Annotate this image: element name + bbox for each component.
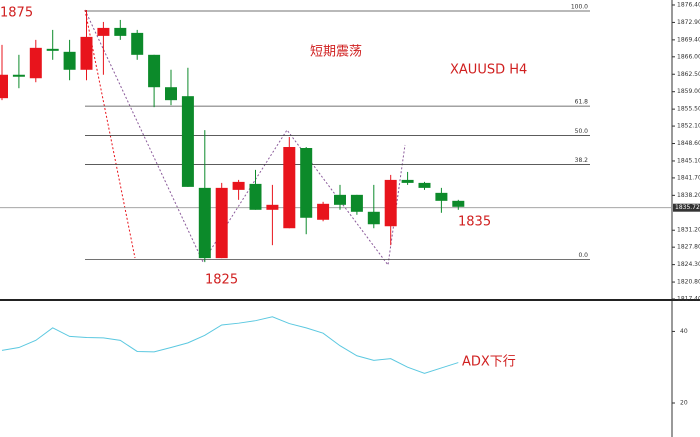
y-tick-label: 1848.60 bbox=[677, 140, 700, 147]
y-tick-label: 1845.10 bbox=[677, 157, 700, 164]
indicator-tick-label: 20 bbox=[680, 400, 688, 407]
fib-label: 0.0 bbox=[578, 252, 588, 259]
y-tick-label: 1876.40 bbox=[677, 1, 700, 8]
candle-body bbox=[46, 48, 59, 51]
candle-body bbox=[435, 192, 448, 201]
candle-body bbox=[232, 181, 245, 190]
candle-body bbox=[29, 47, 42, 79]
y-tick-label: 1831.20 bbox=[677, 227, 700, 234]
candle-body bbox=[266, 204, 279, 210]
candle-body bbox=[131, 32, 144, 55]
y-tick-label: 1852.10 bbox=[677, 123, 700, 130]
candle-body bbox=[350, 194, 363, 212]
candle-body bbox=[401, 179, 414, 183]
candle-body bbox=[452, 200, 465, 207]
y-tick-label: 1859.00 bbox=[677, 88, 700, 95]
fib-label: 38.2 bbox=[575, 157, 589, 164]
fib-label: 61.8 bbox=[575, 99, 589, 106]
candle-body bbox=[0, 74, 8, 99]
y-tick-label: 1869.40 bbox=[677, 36, 700, 43]
candle-body bbox=[317, 203, 330, 220]
y-tick-label: 1866.00 bbox=[677, 53, 700, 60]
y-tick-label: 1820.80 bbox=[677, 279, 700, 286]
indicator-line bbox=[1, 316, 459, 374]
candle-body bbox=[114, 27, 127, 36]
y-tick-label: 1855.50 bbox=[677, 106, 700, 113]
fib-label: 50.0 bbox=[575, 128, 589, 135]
annotation-current: 1835 bbox=[458, 215, 491, 230]
y-tick-label: 1824.30 bbox=[677, 261, 700, 268]
y-tick-label: 1838.20 bbox=[677, 192, 700, 199]
y-tick-label: 1872.90 bbox=[677, 19, 700, 26]
candle-body bbox=[165, 87, 177, 101]
indicator-tick-label: 40 bbox=[680, 328, 688, 335]
y-tick-label: 1827.80 bbox=[677, 244, 700, 251]
last-price-label: 1835.72 bbox=[675, 204, 700, 211]
indicator-label: ADX下行 bbox=[462, 355, 516, 370]
y-tick-label: 1862.50 bbox=[677, 71, 700, 78]
candle-body bbox=[249, 183, 262, 210]
candle-body bbox=[300, 148, 313, 218]
y-tick-label: 1817.40 bbox=[677, 296, 700, 303]
candle-body bbox=[283, 147, 296, 229]
last-price-box bbox=[673, 203, 700, 212]
candle-body bbox=[181, 96, 194, 187]
candle-body bbox=[63, 51, 76, 70]
symbol-label: XAUUSD H4 bbox=[450, 63, 527, 78]
candle-body bbox=[367, 211, 380, 225]
candle-body bbox=[334, 194, 346, 205]
annotation-high: 1875 bbox=[0, 6, 33, 21]
candle-body bbox=[384, 179, 397, 227]
candle-body bbox=[418, 182, 431, 188]
candle-body bbox=[97, 27, 110, 36]
candle-body bbox=[148, 54, 161, 88]
zigzag-line bbox=[84, 9, 406, 267]
annotation-low: 1825 bbox=[205, 273, 238, 288]
candle-body bbox=[12, 74, 25, 77]
fib-label: 100.0 bbox=[571, 3, 588, 10]
y-tick-label: 1841.70 bbox=[677, 174, 700, 181]
candle-body bbox=[198, 187, 211, 259]
chart-title: 短期震荡 bbox=[310, 45, 362, 60]
candle-body bbox=[215, 187, 228, 259]
candle-body bbox=[80, 36, 93, 70]
